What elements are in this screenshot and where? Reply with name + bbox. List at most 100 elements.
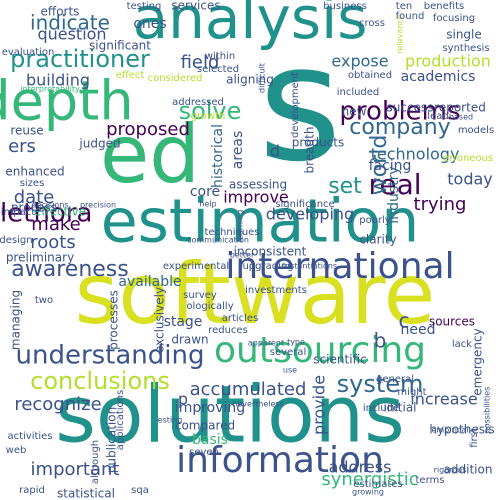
word-type: type [287,338,305,347]
word-obtained: obtained [348,70,392,81]
word-addition: addition [444,463,493,477]
word-question: question [37,25,106,44]
word-reduces: reduces [208,325,248,336]
word-poorly: poorly [359,215,390,226]
word-included: included [337,87,380,98]
word-reported: reported [434,101,486,115]
word-benefits: benefits [424,1,464,12]
word-development: development [290,72,301,138]
word-understanding: understanding [15,341,204,371]
word-industry: industry [386,166,402,223]
word-terms: terms [416,475,445,486]
word-field: field [181,52,220,73]
word-technology: technology [371,145,460,164]
word-judged: judged [78,137,120,151]
word-solve: solve [179,97,242,125]
word-rigorous: rigorous [434,466,467,475]
word-emergency: emergency [471,328,485,395]
word-synergistic: synergistic [321,469,418,490]
word-s: s [258,10,341,197]
word-services: services [171,0,220,13]
word-important: important [31,459,120,480]
word-models: models [458,125,494,136]
word-information: information [176,440,384,481]
word-several: several [270,347,306,358]
word-communication: communication [187,236,249,245]
word-ten: ten [396,1,412,12]
word-improving: improving [175,400,245,416]
word-initial: initial [384,401,417,415]
word-enhanced: enhanced [5,165,64,179]
word-b: b [374,329,387,353]
word-products: products [292,136,344,150]
word-techniques: techniques [204,227,259,238]
word-ones: ones [133,16,166,32]
word-academics: academics [401,69,476,85]
word-although: although [90,440,101,484]
word-company: company [349,115,450,140]
word-core: core [190,184,220,200]
word-erroneous: erroneous [443,153,493,164]
word-found: found [396,11,425,22]
word-general: general [376,374,414,385]
word-evaluation: evaluation [2,47,55,58]
word-sizes: sizes [20,178,45,189]
word-use: use [283,366,297,375]
word-breadth: breadth [303,127,317,174]
word-world: world [367,135,392,196]
word-focusing: focusing [433,13,475,24]
word-growth: growth [191,111,226,122]
word-plethora: plethora [0,199,92,229]
word-estimates: estimates [353,479,402,490]
word-scientific: scientific [313,353,366,367]
word-awareness: awareness [11,257,128,282]
word-new: new [342,105,367,119]
word-drawn: drawn [171,333,208,347]
word-d: d [270,142,280,161]
word-might: might [397,387,426,398]
word-production: production [405,52,491,71]
word-ologically: ologically [186,301,233,312]
word-conclusions: conclusions [30,367,170,395]
word-relevance: relevance [396,14,405,53]
word-first: first [469,428,480,448]
word-historical: historical [210,124,226,188]
word-decisions: decisions [31,201,68,210]
word-hypothesis: hypothesis [429,423,494,437]
word-building: building [26,71,90,90]
word-significance: significance [275,199,334,210]
word-learning: learning [236,210,245,243]
word-growing: growing [352,488,384,497]
word-proposed: proposed [106,119,190,140]
word-lack: lack [452,339,472,350]
word-selected: selected [197,64,239,75]
word-considered: considered [148,73,203,84]
word-indicate: indicate [30,11,110,35]
word-effect: effect [116,70,145,81]
word-efforts: efforts [41,5,80,19]
word-apparent: apparent [248,339,284,348]
word-estimation: estimation [101,187,420,257]
word-within: within [205,51,235,62]
word-lead: lead [427,111,448,122]
word-activities: activities [7,431,52,442]
word-sqa: sqa [131,485,149,496]
word-experimental: experimental [163,261,229,272]
word-process: process [11,201,57,215]
word-impact: impact [1,207,35,218]
word-practitioner: practitioner [10,45,150,73]
word-precision: precision [80,201,116,210]
word-roots: roots [30,232,75,253]
word-aligning: aligning [226,73,274,87]
word-stage: stage [164,314,203,330]
word-addressed: addressed [172,97,224,108]
word-instantiations: instantiations [283,262,337,271]
word-improve: improve [223,188,289,207]
word-clarity: clarity [359,233,396,247]
word-include: include [363,403,399,414]
word-upgrading: upgrading [242,261,293,272]
word-today: today [447,170,493,189]
word-effective: effective [34,205,86,219]
